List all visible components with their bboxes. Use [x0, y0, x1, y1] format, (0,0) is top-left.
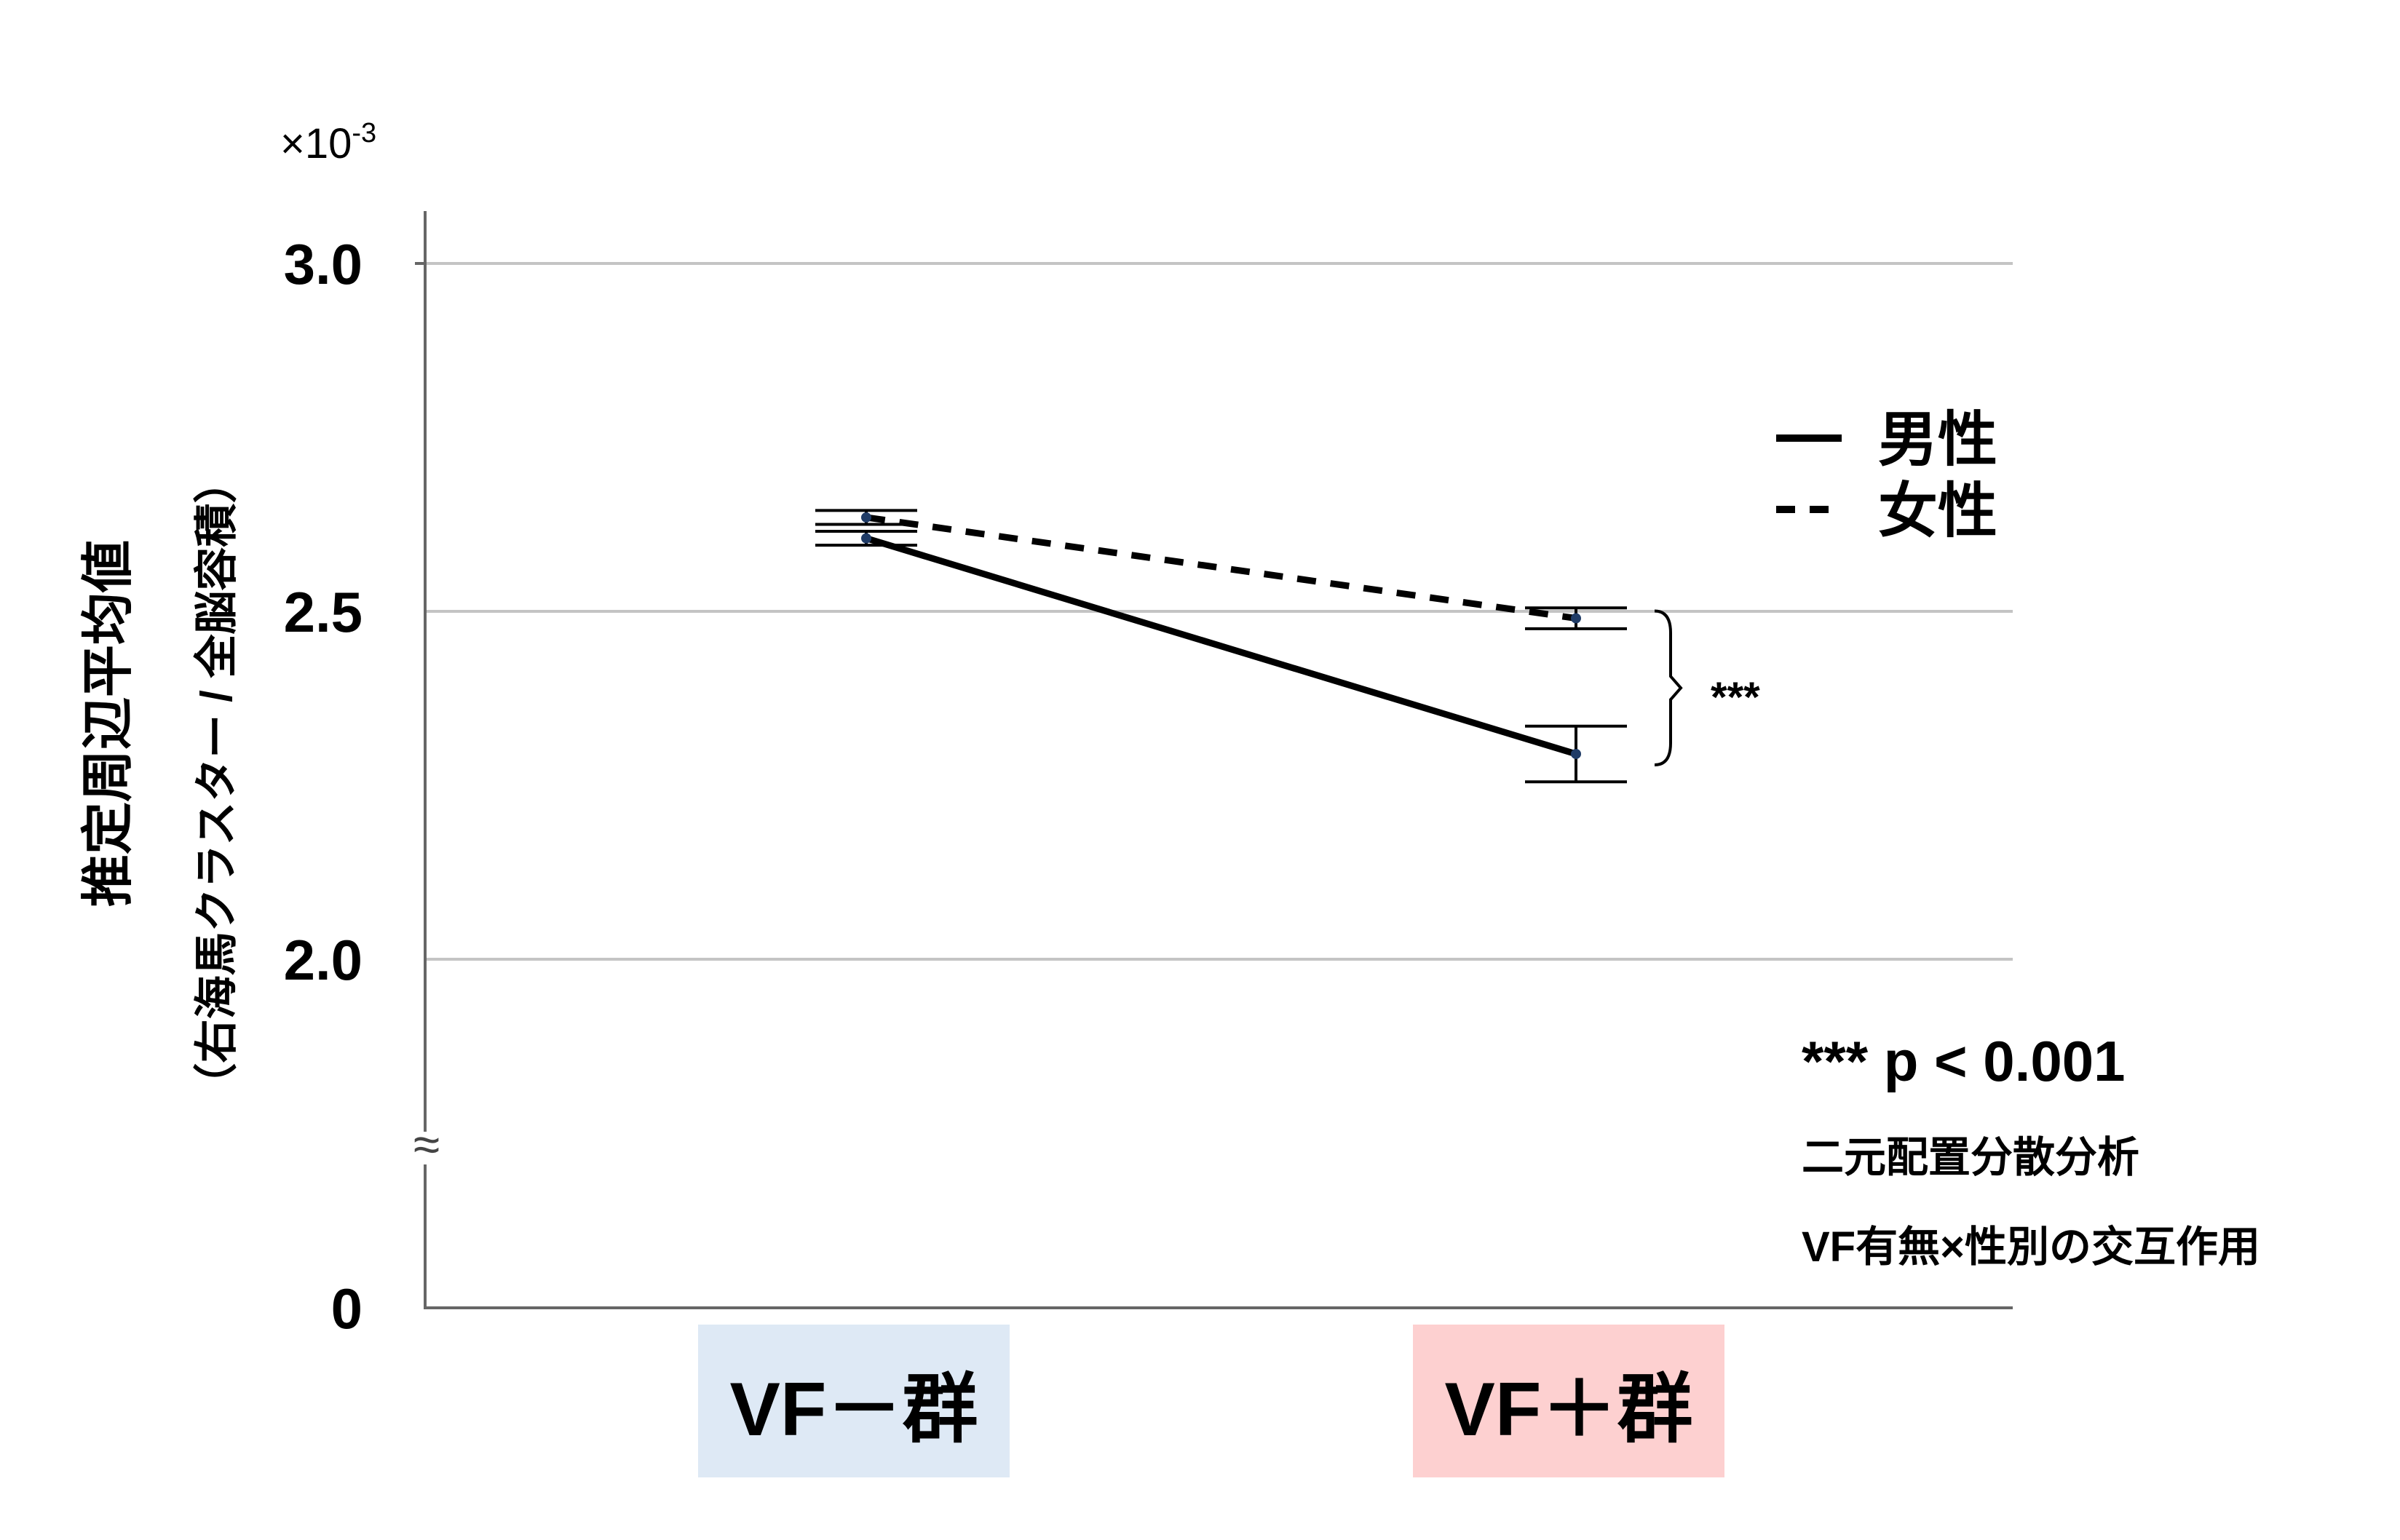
data-point: [1571, 613, 1581, 624]
y-tick-label: 2.0: [284, 928, 363, 992]
grid-lines: [425, 262, 2013, 961]
significance-bracket: [1654, 609, 1683, 766]
axes: [415, 211, 2013, 1309]
annotation-test-name: 二元配置分散分析: [1802, 1134, 2139, 1181]
legend-label: 女性: [1878, 478, 1997, 544]
significance-bracket-shape: [1654, 609, 1683, 766]
y-tick-label: 3.0: [284, 232, 363, 296]
category-bands: VF－群 VF＋群: [698, 1325, 1724, 1477]
y-multiplier-exponent: -3: [352, 118, 376, 148]
y-tick-label: 0: [331, 1277, 363, 1341]
axis-break-symbol: ≈: [413, 1117, 440, 1171]
category-band: [698, 1325, 1010, 1477]
annotation-p-value: *** p < 0.001: [1802, 1029, 2125, 1093]
legend-item: 女性: [1776, 478, 1997, 544]
legend-label: 男性: [1878, 407, 1997, 473]
x-category-label: VF＋群: [1445, 1368, 1693, 1452]
data-points: [861, 512, 1581, 759]
y-multiplier-label: ×10-3: [280, 118, 376, 167]
series-lines: [865, 514, 1577, 758]
legend-item: 男性: [1776, 407, 1997, 473]
category-band: [1413, 1325, 1724, 1477]
data-point: [861, 512, 871, 523]
significance-stars: ***: [1711, 674, 1760, 721]
x-category-label: VF－群: [730, 1368, 978, 1452]
y-axis-title: 推定周辺平均値: [79, 540, 138, 907]
data-point: [1571, 748, 1581, 759]
series-line-male: [865, 535, 1577, 758]
data-point: [861, 533, 871, 544]
annotation-interaction: VF有無×性別の交互作用: [1802, 1223, 2260, 1271]
y-multiplier-base: ×10: [280, 120, 352, 167]
y-tick-labels: 3.0 2.5 2.0 0: [284, 232, 363, 1341]
y-axis-subtitle: （右海馬クラスター / 全脳容積）: [192, 460, 241, 1107]
y-tick-label: 2.5: [284, 580, 363, 644]
